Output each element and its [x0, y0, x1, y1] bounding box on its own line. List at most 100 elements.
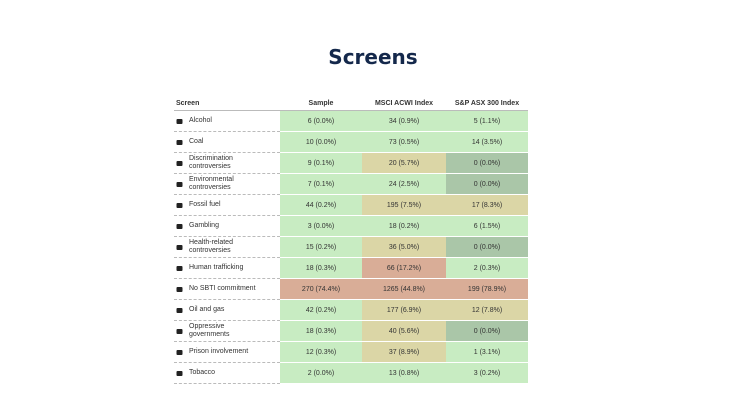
value-cell: 6 (1.5%) — [446, 215, 528, 237]
row-icon — [176, 118, 183, 124]
row-icon — [176, 349, 183, 355]
screen-cell: Discrimination controversies — [174, 152, 280, 174]
value-cell: 15 (0.2%) — [280, 236, 362, 258]
value-cell: 7 (0.1%) — [280, 173, 362, 195]
value-cell: 37 (8.9%) — [362, 341, 446, 363]
row-icon — [176, 223, 183, 229]
table-row: Alcohol 6 (0.0%) 34 (0.9%) 5 (1.1%) — [174, 110, 528, 132]
value-cell: 2 (0.0%) — [280, 362, 362, 384]
screen-name: No SBTI commitment — [189, 285, 256, 292]
value-cell: 17 (8.3%) — [446, 194, 528, 216]
row-icon — [176, 181, 183, 187]
screen-cell: Fossil fuel — [174, 194, 280, 216]
value-cell: 3 (0.0%) — [280, 215, 362, 237]
value-cell: 36 (5.0%) — [362, 236, 446, 258]
table-row: Discrimination controversies 9 (0.1%) 20 (… — [174, 152, 528, 174]
value-cell: 3 (0.2%) — [446, 362, 528, 384]
screen-label: Human trafficking — [174, 264, 278, 272]
value-cell: 1 (3.1%) — [446, 341, 528, 363]
screen-name: Gambling — [189, 222, 219, 229]
table-row: Human trafficking 18 (0.3%) 66 (17.2%) 2 (0… — [174, 257, 528, 279]
column-header: S&P ASX 300 Index — [446, 96, 528, 111]
screen-label: Oil and gas — [174, 306, 278, 314]
screen-label: Coal — [174, 138, 278, 146]
screen-label: No SBTI commitment — [174, 285, 278, 293]
value-cell: 18 (0.2%) — [362, 215, 446, 237]
screen-name: Fossil fuel — [189, 201, 221, 208]
screen-cell: Tobacco — [174, 362, 280, 384]
value-cell: 40 (5.6%) — [362, 320, 446, 342]
column-header: Sample — [280, 96, 362, 111]
screen-cell: Environmental controversies — [174, 173, 280, 195]
value-cell: 2 (0.3%) — [446, 257, 528, 279]
screen-name: Human trafficking — [189, 264, 244, 271]
screen-cell: Health-related controversies — [174, 236, 280, 258]
value-cell: 5 (1.1%) — [446, 110, 528, 132]
value-cell: 177 (6.9%) — [362, 299, 446, 321]
screen-cell: Coal — [174, 131, 280, 153]
value-cell: 44 (0.2%) — [280, 194, 362, 216]
screen-cell: Gambling — [174, 215, 280, 237]
value-cell: 34 (0.9%) — [362, 110, 446, 132]
value-cell: 14 (3.5%) — [446, 131, 528, 153]
value-cell: 18 (0.3%) — [280, 257, 362, 279]
screen-cell: Prison involvement — [174, 341, 280, 363]
row-icon — [176, 328, 183, 334]
value-cell: 20 (5.7%) — [362, 152, 446, 174]
value-cell: 12 (0.3%) — [280, 341, 362, 363]
value-cell: 0 (0.0%) — [446, 320, 528, 342]
row-icon — [176, 244, 183, 250]
row-icon — [176, 286, 183, 292]
screen-label: Tobacco — [174, 369, 278, 377]
table-row: Oil and gas 42 (0.2%) 177 (6.9%) 12 (7.8%) — [174, 299, 528, 321]
table-row: Tobacco 2 (0.0%) 13 (0.8%) 3 (0.2%) — [174, 362, 528, 384]
value-cell: 12 (7.8%) — [446, 299, 528, 321]
row-icon — [176, 307, 183, 313]
screen-cell: No SBTI commitment — [174, 278, 280, 300]
screen-label: Prison involvement — [174, 348, 278, 356]
value-cell: 0 (0.0%) — [446, 236, 528, 258]
screen-name: Oil and gas — [189, 306, 225, 313]
screen-name: Alcohol — [189, 117, 212, 124]
screen-cell: Oil and gas — [174, 299, 280, 321]
value-cell: 9 (0.1%) — [280, 152, 362, 174]
screen-label: Discrimination controversies — [174, 155, 278, 171]
column-header: MSCI ACWI Index — [362, 96, 446, 111]
value-cell: 1265 (44.8%) — [362, 278, 446, 300]
table-row: Environmental controversies 7 (0.1%) 24 (2… — [174, 173, 528, 195]
header-row: Screen Sample MSCI ACWI Index S&P ASX 300 I… — [174, 96, 528, 111]
screen-cell: Alcohol — [174, 110, 280, 132]
value-cell: 13 (0.8%) — [362, 362, 446, 384]
screen-name: Tobacco — [189, 369, 216, 376]
table-row: Coal 10 (0.0%) 73 (0.5%) 14 (3.5%) — [174, 131, 528, 153]
value-cell: 10 (0.0%) — [280, 131, 362, 153]
screen-label: Environmental controversies — [174, 176, 278, 192]
row-icon — [176, 265, 183, 271]
table-body: Alcohol 6 (0.0%) 34 (0.9%) 5 (1.1%) Coal 10 (… — [174, 110, 528, 384]
table-row: No SBTI commitment 270 (74.4%) 1265 (44.8%… — [174, 278, 528, 300]
title: Screens — [328, 45, 418, 69]
value-cell: 270 (74.4%) — [280, 278, 362, 300]
value-cell: 199 (78.9%) — [446, 278, 528, 300]
value-cell: 195 (7.5%) — [362, 194, 446, 216]
screen-cell: Oppressive governments — [174, 320, 280, 342]
screens-table: Screen Sample MSCI ACWI Index S&P ASX 300 I… — [174, 96, 528, 384]
screen-cell: Human trafficking — [174, 257, 280, 279]
screen-name: Coal — [189, 138, 204, 145]
table-row: Gambling 3 (0.0%) 18 (0.2%) 6 (1.5%) — [174, 215, 528, 237]
row-icon — [176, 160, 183, 166]
table-row: Oppressive governments 18 (0.3%) 40 (5.6%)… — [174, 320, 528, 342]
value-cell: 73 (0.5%) — [362, 131, 446, 153]
table-row: Fossil fuel 44 (0.2%) 195 (7.5%) 17 (8.3%) — [174, 194, 528, 216]
row-icon — [176, 139, 183, 145]
screen-label: Oppressive governments — [174, 323, 278, 339]
screen-name: Prison involvement — [189, 348, 249, 355]
screen-label: Fossil fuel — [174, 201, 278, 209]
value-cell: 0 (0.0%) — [446, 152, 528, 174]
screen-name: Environmental controversies — [189, 176, 234, 191]
column-header: Screen — [174, 96, 280, 111]
value-cell: 6 (0.0%) — [280, 110, 362, 132]
value-cell: 24 (2.5%) — [362, 173, 446, 195]
row-icon — [176, 202, 183, 208]
